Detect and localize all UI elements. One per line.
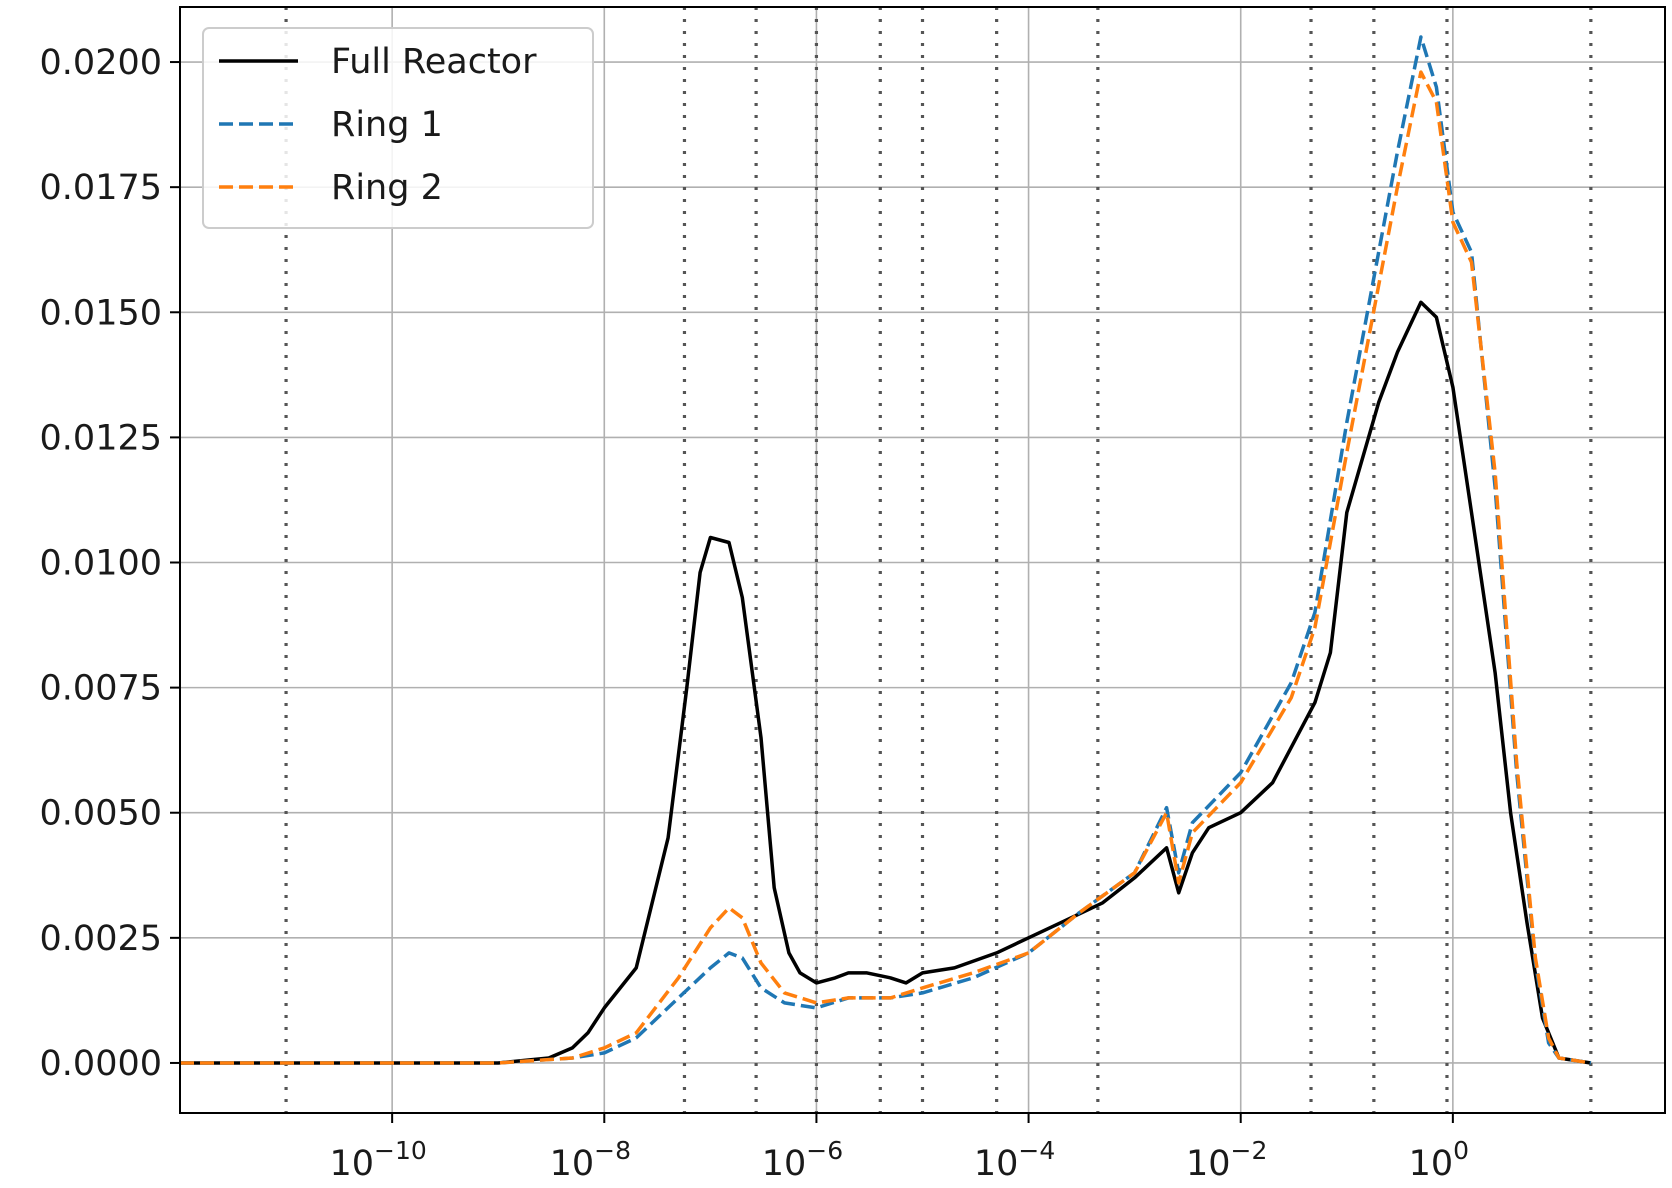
legend-label-2: Ring 1 bbox=[331, 105, 443, 145]
y-tick-label: 0.0075 bbox=[40, 669, 162, 709]
y-tick-label: 0.0125 bbox=[40, 418, 162, 458]
x-tick-label: 100 bbox=[1409, 1136, 1469, 1184]
series-line-3 bbox=[180, 70, 1592, 1065]
y-tick-label: 0.0150 bbox=[40, 293, 162, 333]
y-tick-label: 0.0050 bbox=[40, 794, 162, 834]
x-tick-label: 10−6 bbox=[762, 1136, 843, 1184]
x-tick-label: 10−10 bbox=[329, 1136, 426, 1184]
y-tick-label: 0.0100 bbox=[40, 544, 162, 584]
series-lines bbox=[180, 35, 1592, 1065]
series-line-1 bbox=[180, 300, 1592, 1065]
legend-label-1: Full Reactor bbox=[331, 42, 537, 82]
legend-box bbox=[202, 27, 594, 229]
y-tick-label: 0.0025 bbox=[40, 919, 162, 959]
x-tick-label: 10−4 bbox=[974, 1136, 1055, 1184]
legend: Full Reactor Ring 1 Ring 2 bbox=[202, 27, 594, 229]
y-tick-label: 0.0000 bbox=[40, 1044, 162, 1084]
series-line-2 bbox=[180, 35, 1592, 1065]
y-tick-label: 0.0175 bbox=[40, 168, 162, 208]
legend-label-3: Ring 2 bbox=[331, 168, 443, 208]
y-tick-label: 0.0200 bbox=[40, 43, 162, 83]
plot-area-frame bbox=[179, 6, 1666, 1114]
x-tick-label: 10−2 bbox=[1186, 1136, 1267, 1184]
reference-dotted-lines bbox=[284, 7, 1593, 1113]
axis-ticks: 0.0000 0.0025 0.0050 0.0075 0.0100 0.0125 0.01… bbox=[40, 43, 1470, 1184]
x-tick-label: 10−8 bbox=[550, 1136, 631, 1184]
